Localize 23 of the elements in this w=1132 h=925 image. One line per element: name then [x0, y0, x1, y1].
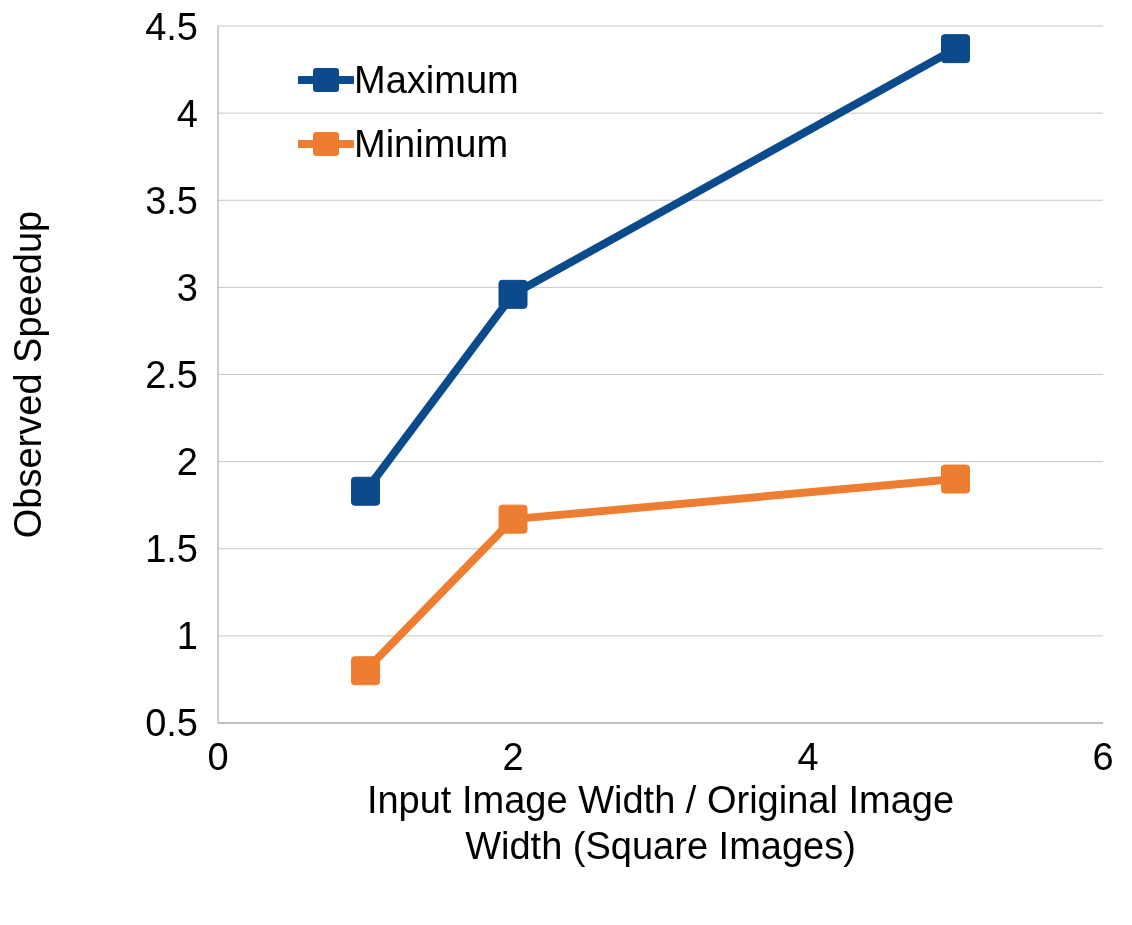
y-tick-label: 4 [176, 92, 198, 135]
y-tick-label: 2.5 [145, 353, 198, 396]
y-axis-title: Observed Speedup [7, 210, 50, 539]
x-tick-label: 0 [207, 735, 229, 778]
point [351, 476, 380, 506]
x-axis-title: Input Image Width / Original Image Width (Square Images) [366, 779, 955, 867]
legend-label: Minimum [354, 122, 509, 167]
y-tick-label: 2 [176, 441, 198, 484]
y-tick-label: 3 [176, 266, 198, 309]
y-tick-label: 4.5 [145, 5, 198, 48]
x-tick-label: 4 [797, 735, 819, 778]
point [498, 504, 528, 534]
point [351, 656, 380, 686]
y-tick-label: 1.5 [145, 528, 198, 571]
point [941, 464, 970, 494]
x-tick-label: 6 [1092, 735, 1114, 778]
point [498, 279, 528, 309]
y-tick-label: 0.5 [145, 702, 198, 745]
y-tick-label: 1 [176, 615, 198, 658]
x-tick-label: 2 [502, 735, 524, 778]
point [941, 34, 970, 64]
y-tick-label: 3.5 [145, 179, 198, 222]
legend-label: Maximum [354, 58, 519, 103]
